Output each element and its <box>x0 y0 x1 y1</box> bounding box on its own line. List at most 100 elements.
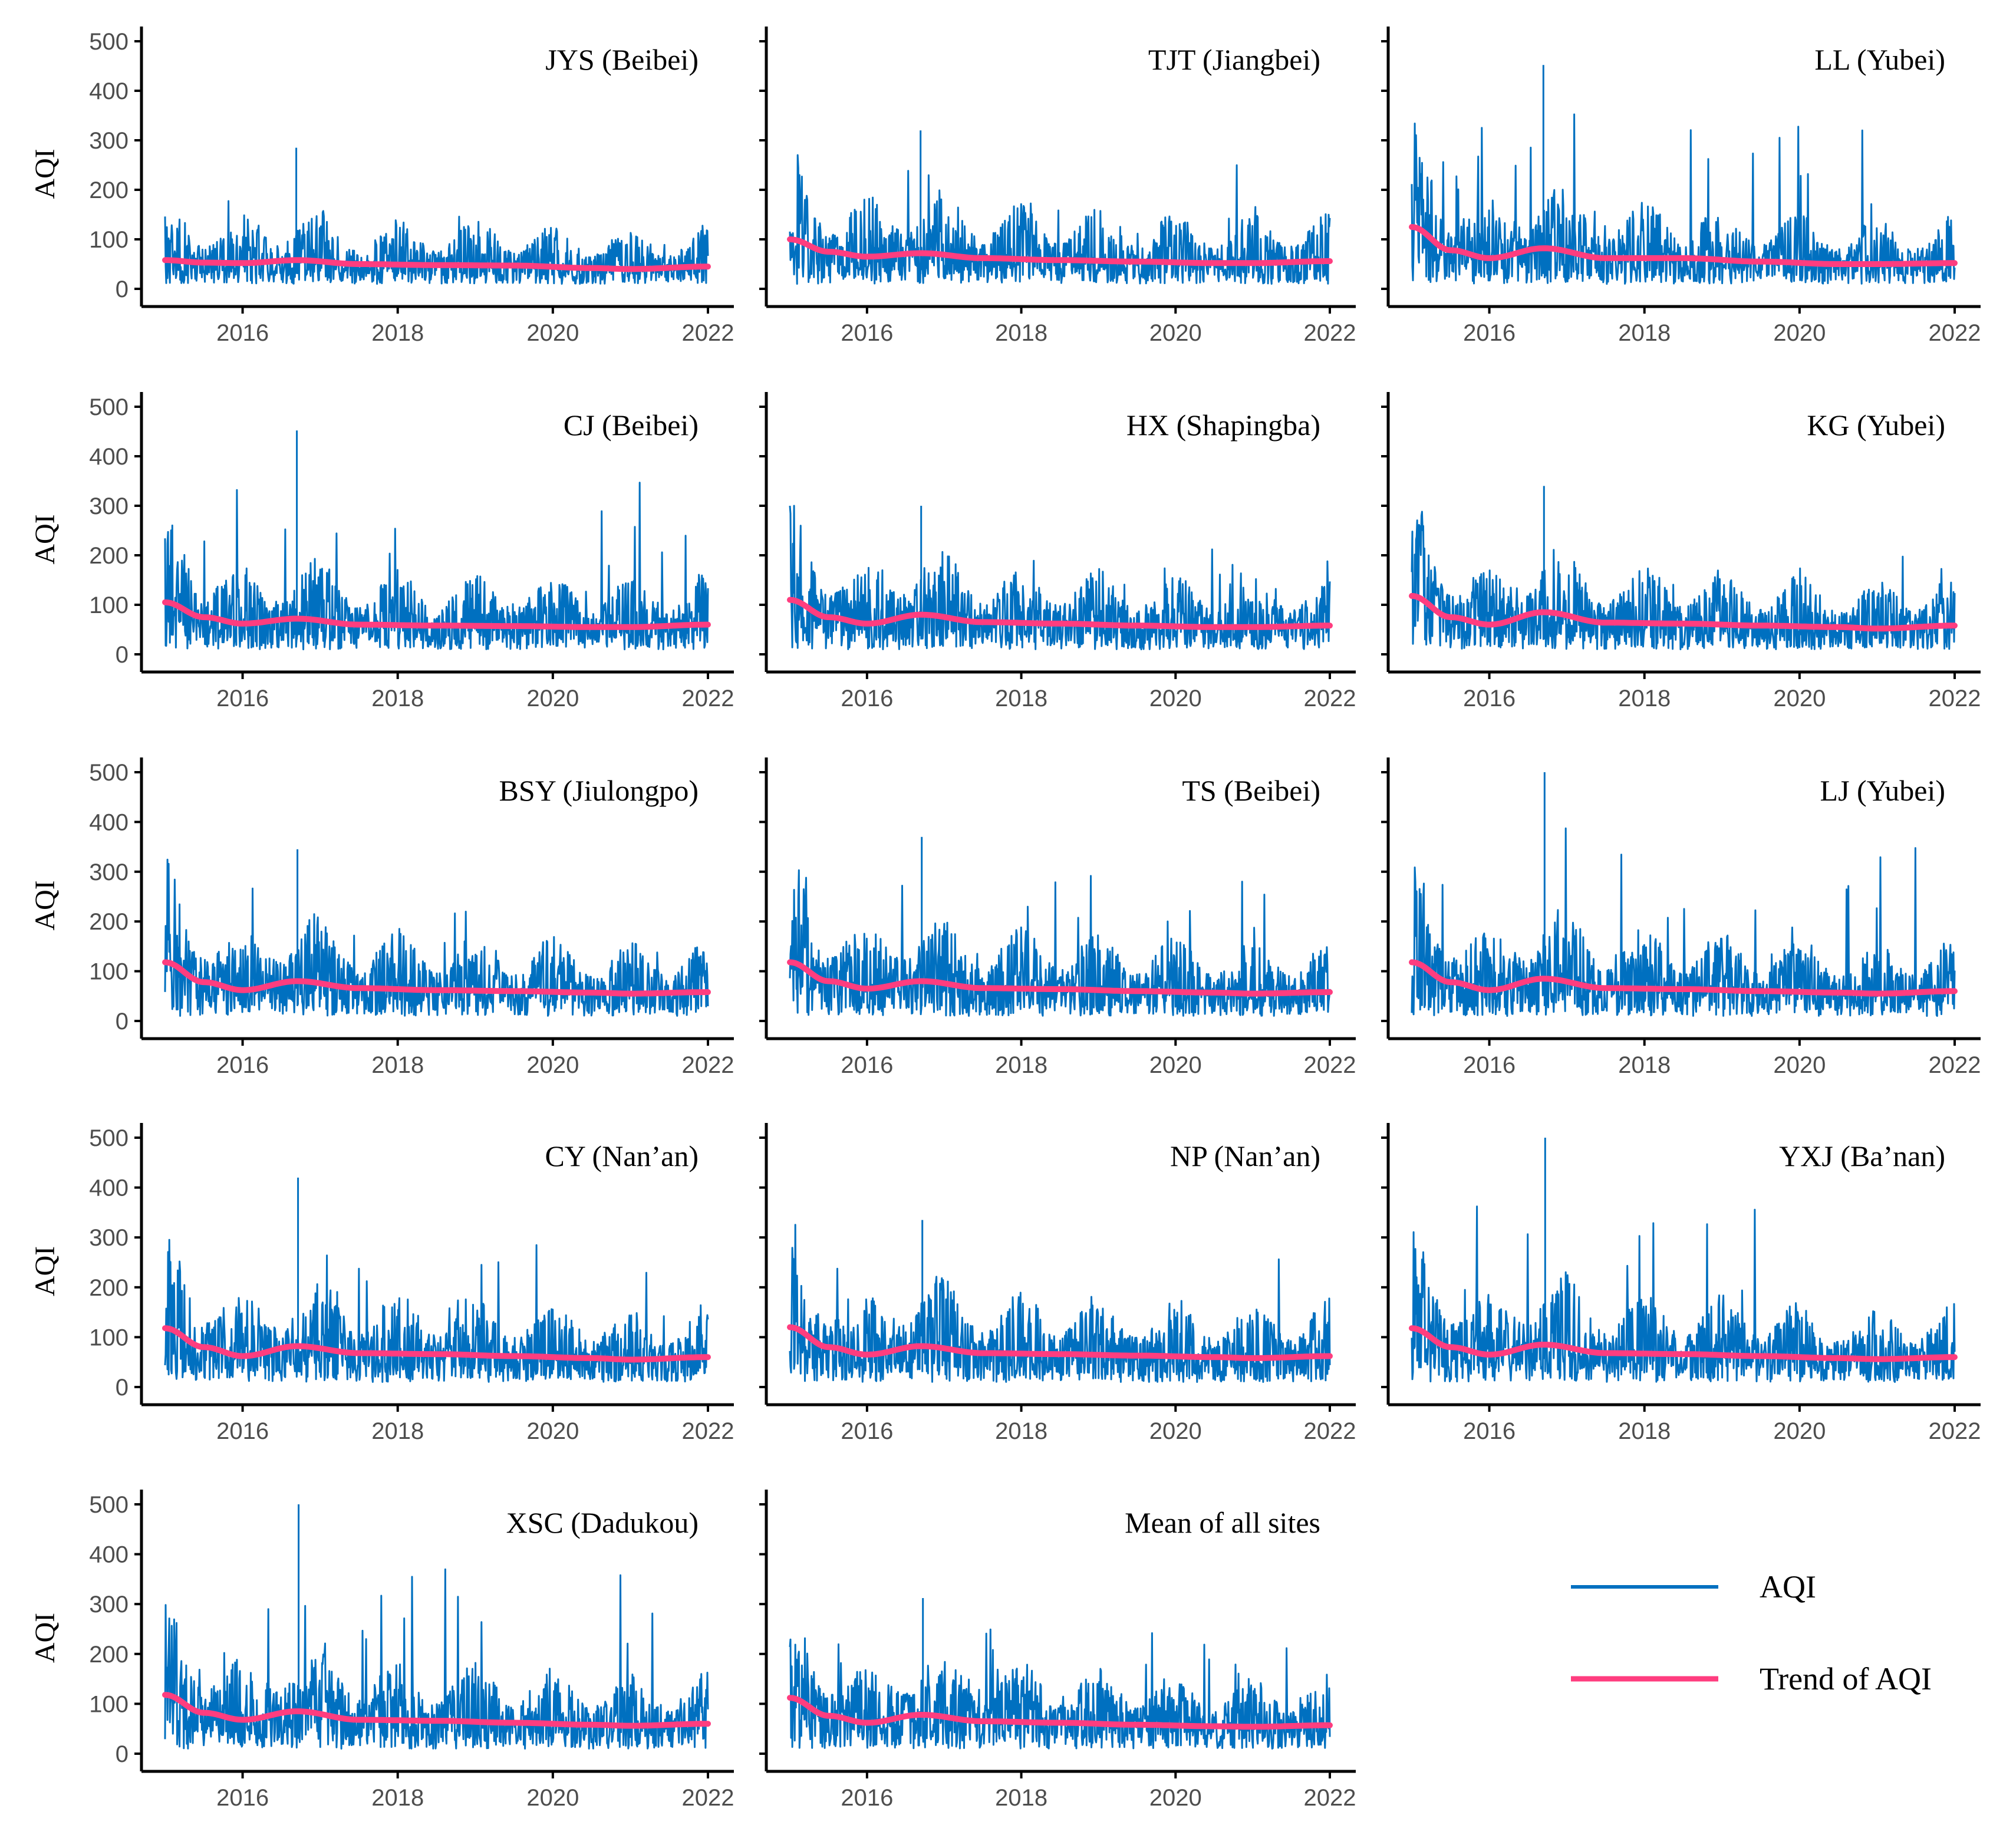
y-tick-label: 300 <box>89 493 129 519</box>
y-tick-label: 500 <box>89 1125 129 1151</box>
x-tick-label: 2020 <box>526 320 579 346</box>
y-tick-label: 300 <box>89 1225 129 1251</box>
y-tick-label: 200 <box>89 543 129 569</box>
x-tick-label: 2016 <box>216 1418 269 1444</box>
x-tick-label: 2020 <box>526 1785 579 1811</box>
panel: 2016 2018 2020 2022 NP (Nan’an) <box>759 1123 1356 1444</box>
x-tick-label: 2018 <box>995 320 1047 346</box>
x-tick-label: 2016 <box>216 686 269 711</box>
y-tick-label: 200 <box>89 1642 129 1668</box>
x-tick-label: 2018 <box>1618 686 1671 711</box>
y-tick-label: 0 <box>116 642 129 668</box>
x-tick-label: 2020 <box>1149 686 1202 711</box>
aqi-trend-line <box>787 959 1333 997</box>
aqi-series-line <box>164 430 709 651</box>
panel: 2016 2018 2020 2022 TJT (Jiangbei) <box>759 27 1356 346</box>
panel-title: KG (Yubei) <box>1807 409 1945 442</box>
y-axis-title: AQI <box>29 880 61 930</box>
x-tick-label: 2018 <box>995 1418 1047 1444</box>
y-axis-title: AQI <box>29 514 61 564</box>
aqi-trend-line <box>1409 959 1958 997</box>
x-tick-label: 2022 <box>1929 686 1981 711</box>
panel-title: CY (Nan’an) <box>545 1139 699 1172</box>
aqi-trend-line <box>162 257 711 272</box>
aqi-trend-line <box>787 236 1333 266</box>
x-tick-label: 2016 <box>1463 686 1516 711</box>
x-tick-label: 2020 <box>1149 1052 1202 1078</box>
y-tick-label: 0 <box>116 1009 129 1035</box>
y-tick-label: 200 <box>89 177 129 203</box>
x-tick-label: 2018 <box>371 1052 424 1078</box>
panel-title: BSY (Jiulongpo) <box>499 774 699 807</box>
panel: 0 100 200 300 400 500 2016 2018 2020 2022 AQI BSY (… <box>29 757 734 1078</box>
aqi-trend-line <box>1409 592 1958 632</box>
panel: 2016 2018 2020 2022 TS (Beibei) <box>759 757 1356 1078</box>
y-tick-label: 400 <box>89 444 129 470</box>
panel-title: XSC (Dadukou) <box>506 1506 699 1539</box>
y-tick-label: 400 <box>89 809 129 835</box>
x-tick-label: 2018 <box>371 320 424 346</box>
x-tick-label: 2018 <box>1618 320 1671 346</box>
y-tick-label: 0 <box>116 276 129 302</box>
x-tick-label: 2016 <box>216 1052 269 1078</box>
x-tick-label: 2016 <box>1463 1052 1516 1078</box>
aqi-series-line <box>789 130 1331 285</box>
x-tick-label: 2022 <box>682 1785 734 1811</box>
panel: 2016 2018 2020 2022 HX (Shapingba) <box>759 392 1356 711</box>
y-tick-label: 300 <box>89 1592 129 1618</box>
x-tick-label: 2022 <box>1304 1785 1356 1811</box>
x-tick-label: 2016 <box>216 320 269 346</box>
x-tick-label: 2018 <box>995 1052 1047 1078</box>
panel-title: LJ (Yubei) <box>1820 774 1945 807</box>
y-tick-label: 400 <box>89 1175 129 1201</box>
y-tick-label: 0 <box>116 1375 129 1401</box>
x-tick-label: 2016 <box>841 686 893 711</box>
x-tick-label: 2018 <box>1618 1052 1671 1078</box>
aqi-trend-line <box>1409 224 1958 267</box>
aqi-trend-line <box>162 1692 711 1729</box>
legend-trend-label: Trend of AQI <box>1760 1661 1932 1697</box>
y-tick-label: 500 <box>89 760 129 786</box>
aqi-trend-line <box>787 597 1333 630</box>
panel-title: YXJ (Ba’nan) <box>1779 1139 1945 1172</box>
panel: 0 100 200 300 400 500 2016 2018 2020 2022 AQI XSC (… <box>29 1490 734 1811</box>
x-tick-label: 2022 <box>682 686 734 711</box>
y-axis-title: AQI <box>29 1246 61 1296</box>
x-tick-label: 2022 <box>682 1418 734 1444</box>
aqi-series-line <box>1411 772 1956 1017</box>
panel-grid: 0 100 200 300 400 500 2016 2018 2020 2022 AQI JYS (… <box>29 27 1981 1811</box>
y-tick-label: 100 <box>89 1325 129 1350</box>
aqi-series-line <box>164 1504 709 1750</box>
y-tick-label: 500 <box>89 29 129 55</box>
aqi-trend-line <box>787 1324 1333 1361</box>
panel: 2016 2018 2020 2022 LL (Yubei) <box>1381 27 1981 346</box>
x-tick-label: 2022 <box>682 1052 734 1078</box>
panel-title: CJ (Beibei) <box>564 409 699 442</box>
x-tick-label: 2022 <box>682 320 734 346</box>
aqi-series-line <box>1411 1138 1956 1383</box>
x-tick-label: 2020 <box>1149 1418 1202 1444</box>
x-tick-label: 2022 <box>1304 1052 1356 1078</box>
y-tick-label: 200 <box>89 1275 129 1301</box>
panel-title: TJT (Jiangbei) <box>1148 43 1320 76</box>
x-tick-label: 2022 <box>1929 1052 1981 1078</box>
aqi-trend-line <box>162 599 711 630</box>
y-tick-label: 0 <box>116 1741 129 1767</box>
y-tick-label: 100 <box>89 592 129 618</box>
y-tick-label: 500 <box>89 394 129 420</box>
x-tick-label: 2020 <box>526 1052 579 1078</box>
aqi-trend-line <box>787 1695 1333 1730</box>
x-tick-label: 2022 <box>1929 320 1981 346</box>
aqi-series-line <box>789 836 1331 1017</box>
y-tick-label: 200 <box>89 909 129 935</box>
x-tick-label: 2016 <box>1463 1418 1516 1444</box>
y-axis-title: AQI <box>29 149 61 199</box>
legend-aqi-label: AQI <box>1760 1569 1816 1605</box>
panel: 0 100 200 300 400 500 2016 2018 2020 2022 AQI CJ (B… <box>29 392 734 711</box>
x-tick-label: 2022 <box>1304 686 1356 711</box>
x-tick-label: 2016 <box>841 1785 893 1811</box>
aqi-trend-line <box>1409 1325 1958 1362</box>
panel: 2016 2018 2020 2022 LJ (Yubei) <box>1381 757 1981 1078</box>
panel-title: TS (Beibei) <box>1182 774 1320 807</box>
x-tick-label: 2016 <box>216 1785 269 1811</box>
